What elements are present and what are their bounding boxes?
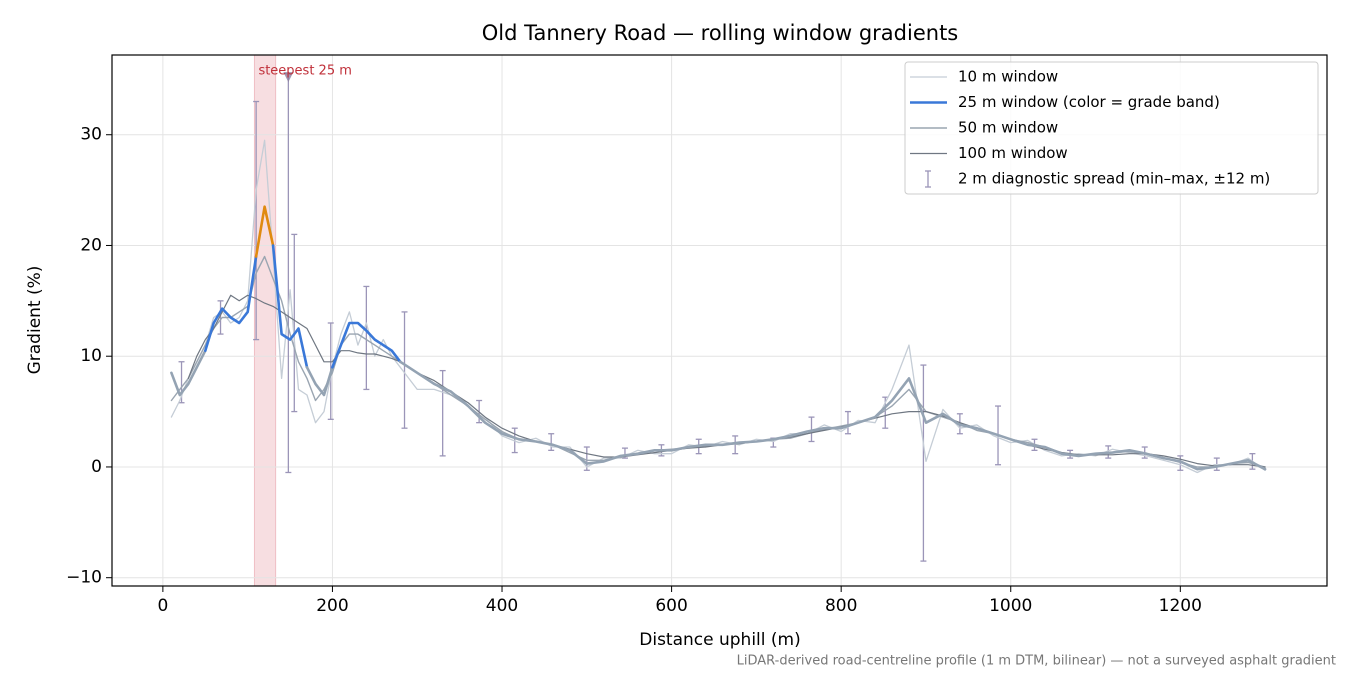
legend-label: 100 m window — [958, 144, 1068, 162]
x-tick-label: 1000 — [989, 596, 1032, 616]
plot-area — [112, 55, 1327, 586]
y-axis-label: Gradient (%) — [25, 266, 45, 375]
spread-bar — [253, 100, 260, 341]
series-line — [271, 244, 309, 369]
y-tick-label: 30 — [80, 125, 102, 145]
legend-label: 2 m diagnostic spread (min–max, ±12 m) — [958, 170, 1270, 188]
y-tick-label: 0 — [91, 457, 102, 477]
series-line — [187, 294, 1266, 468]
y-tick-label: −10 — [66, 568, 102, 588]
x-tick-label: 600 — [655, 596, 687, 616]
series-line — [399, 360, 1267, 471]
footnote: LiDAR-derived road-centreline profile (1… — [737, 654, 1336, 669]
x-tick-label: 400 — [486, 596, 518, 616]
spread-bar — [217, 300, 224, 335]
highlight-label: steepest 25 m — [258, 64, 351, 79]
axes-frame — [111, 54, 1328, 587]
y-tick-label: 10 — [80, 346, 102, 366]
chart-title: Old Tannery Road — rolling window gradie… — [482, 21, 959, 45]
legend-label: 10 m window — [958, 68, 1058, 86]
series-line — [204, 255, 258, 352]
spread-bar — [808, 416, 815, 443]
spread-bar — [920, 364, 927, 562]
spread-bar — [291, 233, 298, 413]
spread-bar — [401, 311, 408, 429]
highlight-band — [253, 55, 277, 586]
spread-bar — [548, 433, 555, 451]
spread-bar — [439, 369, 446, 457]
legend-label: 25 m window (color = grade band) — [958, 93, 1220, 111]
axes: steepest 25 m 0 200 400 600 800 1000 1200 −10 0 10… — [66, 54, 1328, 616]
peak-marker — [283, 72, 294, 83]
spread-bar — [363, 285, 370, 391]
x-tick-label: 1200 — [1159, 596, 1202, 616]
x-tick-label: 200 — [316, 596, 348, 616]
x-axis-label: Distance uphill (m) — [639, 630, 800, 650]
legend-label: 50 m window — [958, 119, 1058, 137]
y-tick-label: 20 — [80, 235, 102, 255]
series-line — [331, 321, 402, 369]
series-line — [254, 205, 275, 258]
legend-box — [904, 61, 1319, 195]
spread-bar — [732, 435, 739, 455]
spread-bar — [844, 410, 851, 435]
series-line — [170, 349, 207, 397]
x-tick-label: 0 — [157, 596, 168, 616]
x-tick-label: 800 — [825, 596, 857, 616]
series-line — [305, 366, 334, 397]
